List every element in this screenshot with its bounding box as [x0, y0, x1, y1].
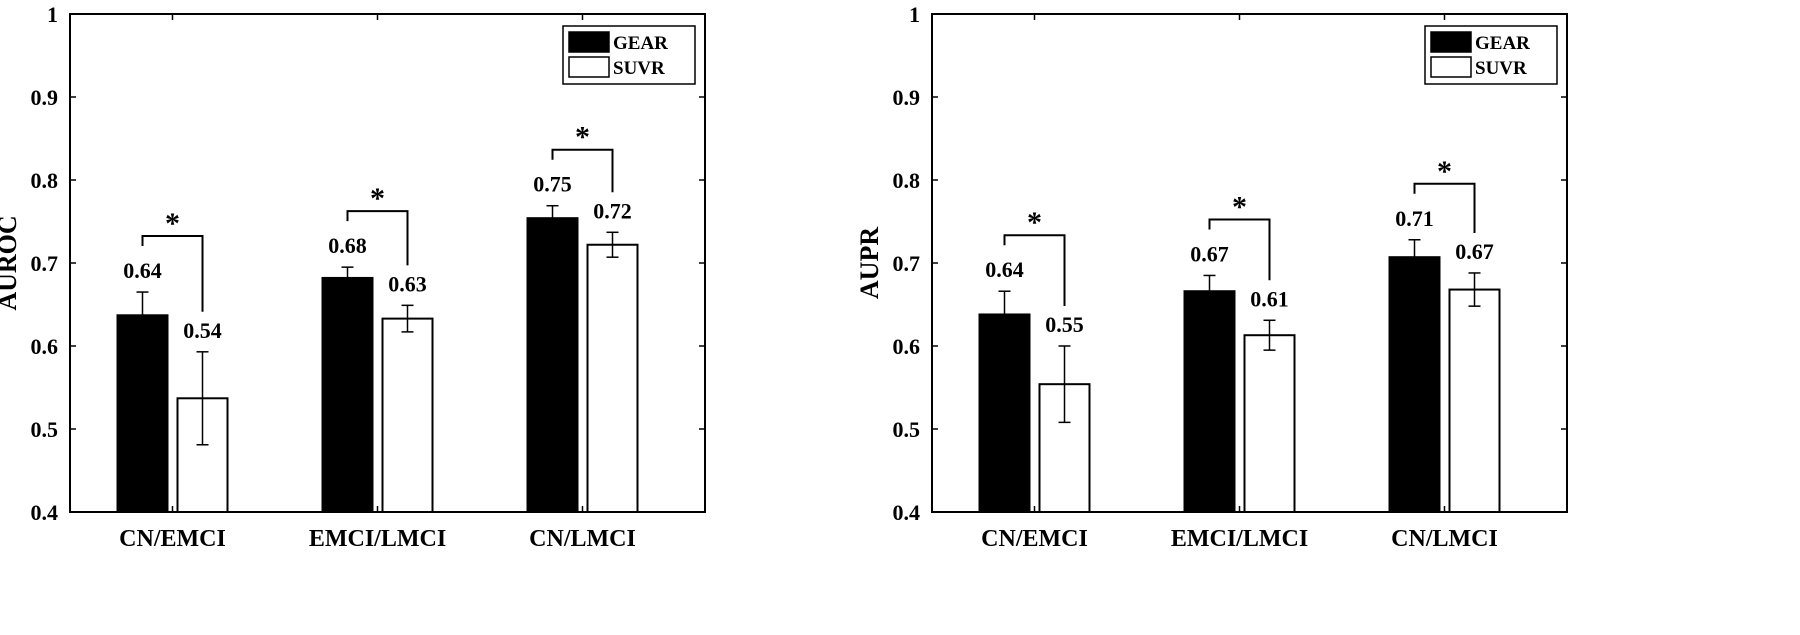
bar-gear-emci-lmci — [1183, 290, 1236, 513]
y-tick-label: 1 — [909, 2, 920, 27]
value-label: 0.63 — [388, 271, 427, 296]
bar-suvr-cn-lmci — [1448, 288, 1501, 513]
y-tick-label: 0.4 — [893, 500, 921, 525]
x-tick-label: EMCI/LMCI — [309, 526, 446, 552]
y-tick-label: 0.5 — [893, 417, 921, 442]
significance-marker: * — [575, 121, 590, 154]
significance-marker: * — [1027, 206, 1042, 239]
value-label: 0.64 — [123, 258, 162, 283]
legend: GEAR SUVR — [562, 25, 696, 85]
value-label: 0.72 — [593, 198, 632, 223]
significance-marker: * — [1232, 190, 1247, 223]
y-tick-label: 0.6 — [31, 334, 59, 359]
error-bar — [546, 204, 559, 232]
legend-swatch-suvr — [568, 56, 610, 78]
significance-bracket — [1413, 182, 1476, 233]
bar-gear-cn-emci — [116, 314, 169, 514]
y-tick-label: 0.9 — [31, 85, 59, 110]
legend-swatch-gear — [568, 31, 610, 53]
significance-marker: * — [370, 182, 385, 215]
error-bar — [136, 291, 149, 340]
value-label: 0.71 — [1395, 206, 1434, 231]
value-label: 0.54 — [183, 318, 222, 343]
significance-bracket — [1208, 218, 1271, 281]
significance-bracket — [346, 210, 409, 266]
x-tick-label: CN/EMCI — [119, 526, 226, 552]
value-label: 0.67 — [1455, 239, 1494, 264]
value-label: 0.67 — [1190, 241, 1229, 266]
value-label: 0.61 — [1250, 286, 1289, 311]
error-bar — [341, 266, 354, 290]
y-tick-label: 1 — [47, 2, 58, 27]
significance-bracket — [141, 235, 204, 312]
x-tick-label: CN/EMCI — [981, 526, 1088, 552]
y-tick-label: 0.4 — [31, 500, 59, 525]
legend-label-gear: GEAR — [1475, 33, 1530, 54]
y-axis-label: AUROC — [0, 215, 22, 310]
error-bar — [1058, 345, 1071, 424]
legend: GEAR SUVR — [1424, 25, 1558, 85]
x-tick-label: CN/LMCI — [1391, 526, 1498, 552]
y-tick-label: 0.7 — [31, 251, 59, 276]
y-tick-label: 0.5 — [31, 417, 59, 442]
y-tick-label: 0.9 — [893, 85, 921, 110]
chart-panel-1: 0.64 0.68 0.75 0.54 0.63 0.72 * * * 0.4 0.5 0.6 0.7 0… — [0, 2, 706, 552]
legend-label-suvr: SUVR — [1475, 58, 1527, 79]
value-label: 0.68 — [328, 233, 367, 258]
error-bar — [998, 290, 1011, 339]
significance-marker: * — [165, 207, 180, 240]
x-tick-label: EMCI/LMCI — [1171, 526, 1308, 552]
error-bar — [1263, 319, 1276, 351]
bar-gear-cn-lmci — [1388, 256, 1441, 513]
legend-label-gear: GEAR — [613, 33, 668, 54]
bar-suvr-emci-lmci — [381, 317, 434, 513]
chart-panel-2: 0.640.670.710.550.610.67* **0.40.50.60.70… — [855, 2, 1568, 552]
significance-bracket — [1003, 234, 1066, 306]
y-tick-label: 0.8 — [31, 168, 59, 193]
significance-bracket — [551, 148, 614, 193]
legend-label-suvr: SUVR — [613, 58, 665, 79]
bar-gear-cn-emci — [978, 313, 1031, 513]
value-label: 0.75 — [533, 172, 572, 197]
value-label: 0.55 — [1045, 312, 1084, 337]
error-bar — [606, 231, 619, 258]
x-tick-label: CN/LMCI — [529, 526, 636, 552]
bar-gear-emci-lmci — [321, 276, 374, 513]
error-bar — [1203, 274, 1216, 308]
significance-marker: * — [1437, 155, 1452, 188]
y-axis-label: AUPR — [855, 227, 884, 299]
error-bar — [196, 351, 209, 446]
error-bar — [401, 304, 414, 333]
legend-swatch-suvr — [1430, 56, 1472, 78]
legend-swatch-gear — [1430, 31, 1472, 53]
value-label: 0.64 — [985, 257, 1024, 282]
y-tick-label: 0.6 — [893, 334, 921, 359]
y-tick-label: 0.7 — [893, 251, 921, 276]
error-bar — [1468, 272, 1481, 307]
bar-suvr-emci-lmci — [1243, 334, 1296, 513]
bar-suvr-cn-lmci — [586, 243, 639, 514]
error-bar — [1408, 239, 1421, 276]
y-tick-label: 0.8 — [893, 168, 921, 193]
bar-gear-cn-lmci — [526, 217, 579, 513]
